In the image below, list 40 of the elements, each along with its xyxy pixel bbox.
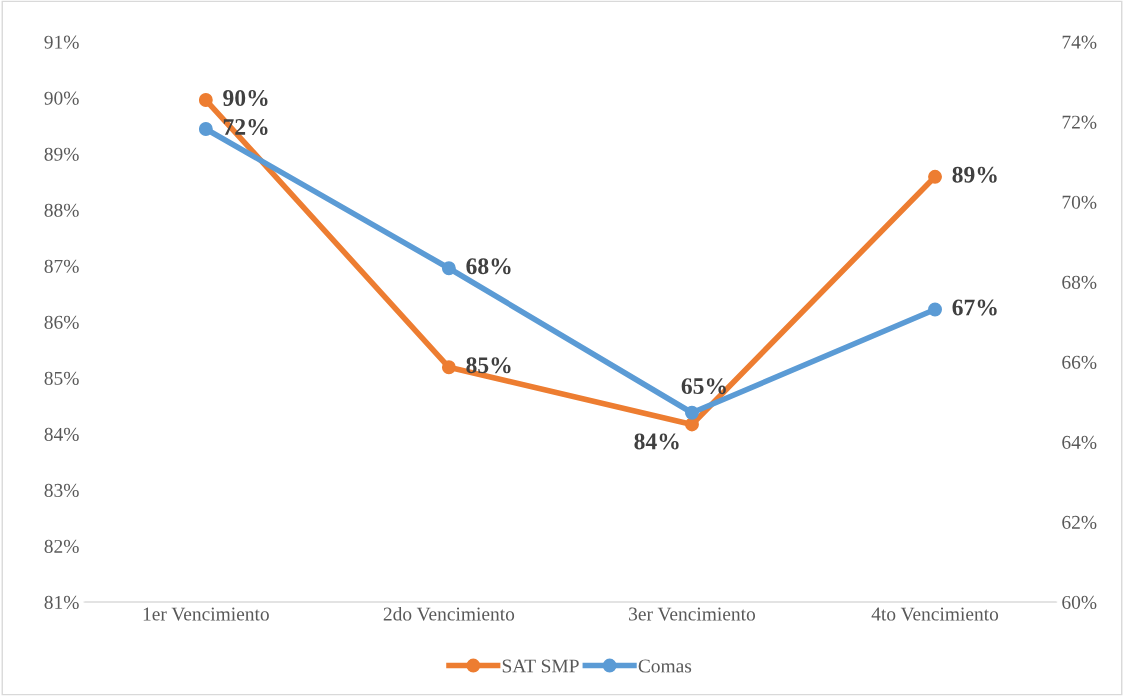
y2-tick-label: 68% <box>1062 275 1097 289</box>
point <box>685 405 699 420</box>
y2-tick-label: 72% <box>1062 115 1097 129</box>
data-label: 89% <box>952 166 997 183</box>
x-tick-label: 1er Vencimiento <box>143 607 269 621</box>
point <box>198 122 213 136</box>
y-tick-label: 90% <box>44 91 79 105</box>
y-tick-label: 82% <box>44 539 79 554</box>
y2-tick-label: 70% <box>1062 195 1097 209</box>
y-tick-label: 86% <box>44 315 79 329</box>
point <box>441 360 456 375</box>
data-label: 84% <box>634 433 679 450</box>
y-tick-label: 88% <box>44 203 79 217</box>
y-tick-label: 89% <box>44 147 79 161</box>
point <box>441 261 456 276</box>
y2-tick-label: 62% <box>1062 515 1097 529</box>
point <box>198 93 213 107</box>
y-tick-label: 83% <box>44 483 79 497</box>
legend-label: SAT SMP <box>502 659 579 673</box>
x-tick-label: 3er Vencimiento <box>629 607 756 621</box>
y-tick-label: 84% <box>44 427 79 441</box>
y2-tick-label: 74% <box>1062 35 1097 49</box>
point <box>928 302 942 317</box>
y-tick-label: 87% <box>44 259 79 273</box>
data-label: 67% <box>952 299 997 316</box>
legend-label: Comas <box>638 659 692 673</box>
y2-tick-label: 64% <box>1062 435 1097 449</box>
y2-tick-label: 60% <box>1062 595 1097 610</box>
point <box>928 169 942 184</box>
data-label: 68% <box>466 258 511 275</box>
x-tick-label: 2do Vencimiento <box>383 606 515 621</box>
y-tick-label: 81% <box>44 595 79 610</box>
data-label: 85% <box>466 357 511 374</box>
y-tick-label: 85% <box>44 371 79 385</box>
y2-tick-label: 66% <box>1062 355 1097 369</box>
y-tick-label: 91% <box>44 35 79 49</box>
point <box>685 417 699 432</box>
data-label: 90% <box>223 90 268 107</box>
x-tick-label: 4to Vencimiento <box>871 607 999 621</box>
data-label: 65% <box>681 378 726 395</box>
